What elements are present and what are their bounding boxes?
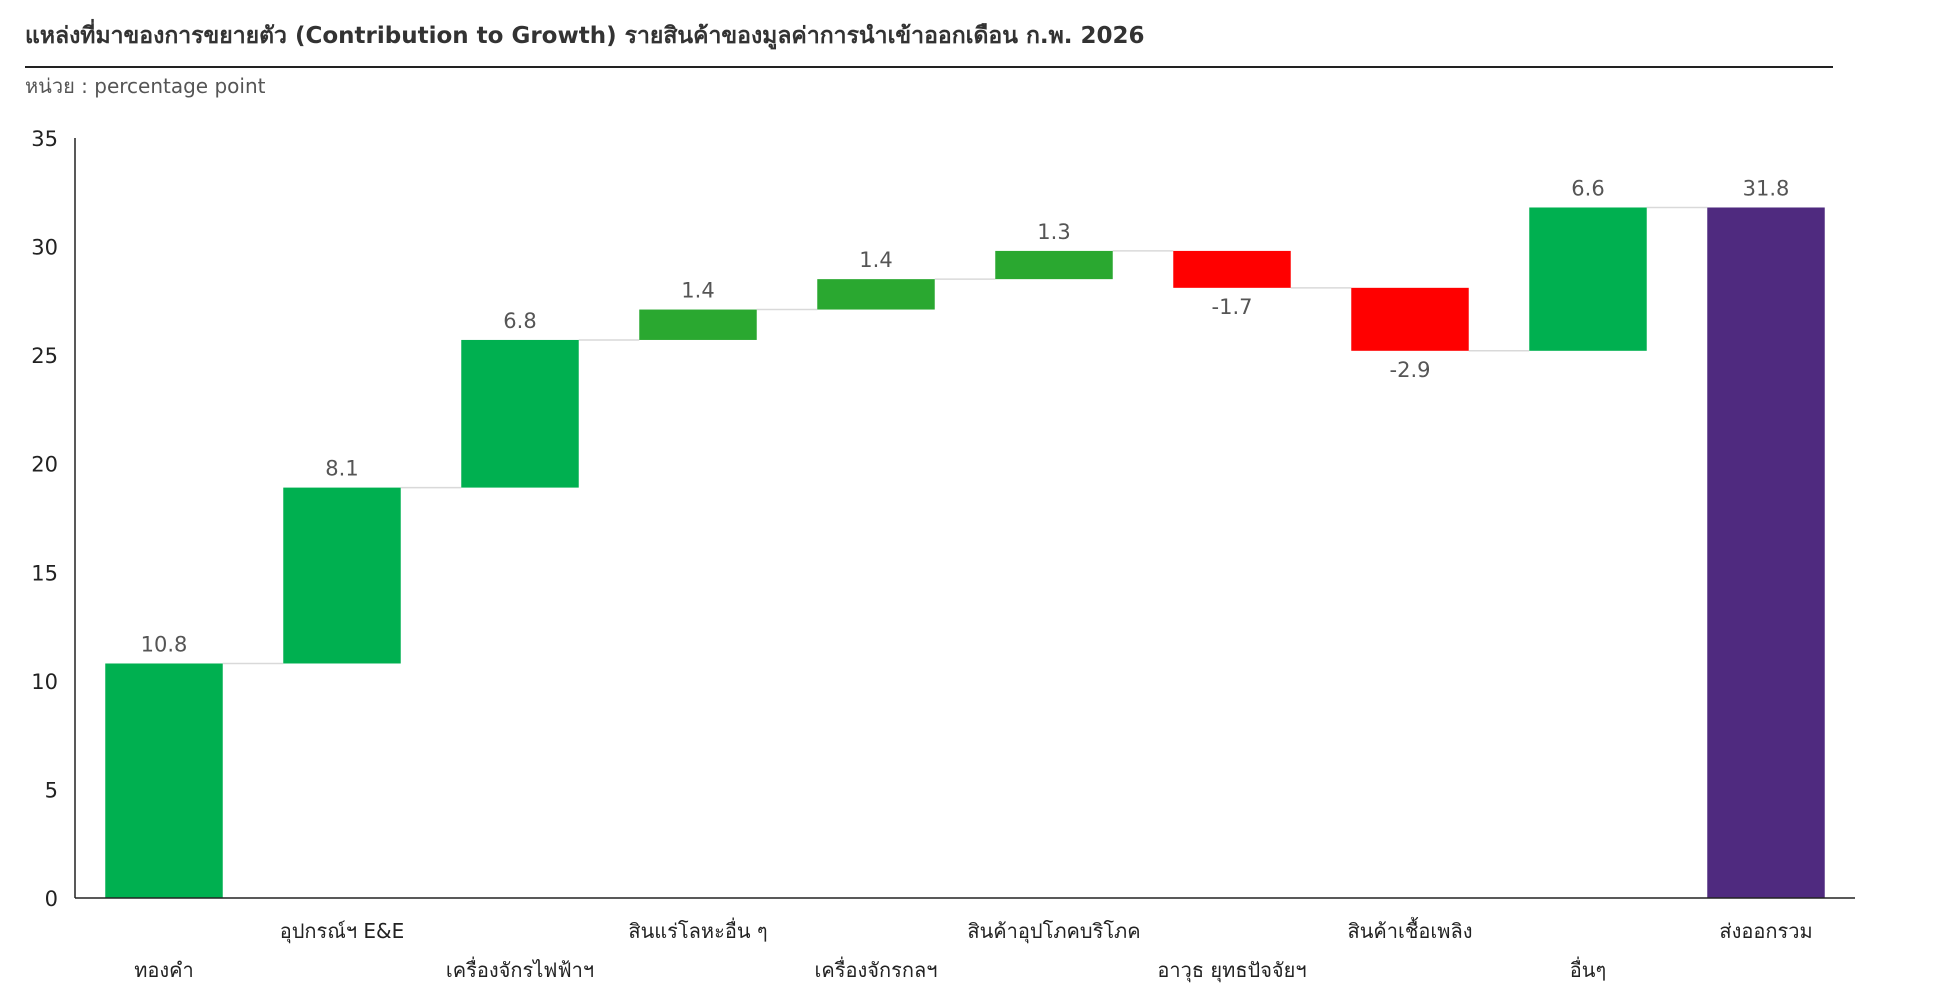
value-label-2: 8.1 [325,457,358,481]
bar-5 [817,279,935,310]
y-tick-label: 35 [31,127,58,151]
category-label-5: เครื่องจักรกลฯ [815,956,938,982]
category-label-8: สินค้าเชื้อเพลิง [1348,917,1473,943]
axes-group [74,138,1855,899]
unit-label: หน่วย : percentage point [25,74,266,98]
bar-2 [283,487,401,664]
category-label-6: สินค้าอุปโภคบริโภค [967,919,1140,944]
category-label-2: อุปกรณ์ฯ E&E [280,919,405,944]
bar-9 [1529,207,1647,351]
value-label-8: -2.9 [1390,358,1431,382]
value-label-7: -1.7 [1212,295,1253,319]
category-label-4: สินแร่โลหะอื่น ๆ [628,917,767,943]
value-label-4: 1.4 [681,279,714,303]
bar-6 [995,250,1113,280]
y-tick-label: 15 [31,561,58,585]
y-tick-label: 5 [45,778,58,802]
bar-4 [639,309,757,340]
category-label-7: อาวุธ ยุทธปัจจัยฯ [1157,958,1306,983]
category-label-10: ส่งออกรวม [1719,919,1812,943]
value-label-10: 31.8 [1743,176,1790,200]
bar-8 [1351,287,1469,351]
bar-7 [1173,250,1291,288]
y-tick-label: 20 [31,453,58,477]
value-label-3: 6.8 [503,309,536,333]
category-labels: ทองคำ อุปกรณ์ฯ E&E เครื่องจักรไฟฟ้าฯ สินแร่… [134,917,1812,983]
chart-title: แหล่งที่มาของการขยายตัว (Contribution to… [25,18,1833,68]
y-tick-label: 0 [45,887,58,911]
value-label-5: 1.4 [859,248,892,272]
category-label-1: ทองคำ [134,958,194,982]
value-labels-group: 10.8 8.1 6.8 1.4 1.4 1.3 -1.7 -2.9 6.6 31.8 [141,176,1790,656]
value-label-6: 1.3 [1037,220,1070,244]
bar-3 [461,339,579,488]
bar-1 [105,663,223,898]
y-tick-label: 30 [31,236,58,260]
category-label-9: อื่นๆ [1570,956,1606,982]
y-tick-label: 10 [31,670,58,694]
y-tick-label: 25 [31,344,58,368]
bars-group [105,207,1825,898]
value-label-9: 6.6 [1571,176,1604,200]
connector-lines [222,206,1708,665]
y-tick-labels: 0 5 10 15 20 25 30 35 [31,127,58,911]
value-label-1: 10.8 [141,632,188,656]
bar-10 [1707,207,1825,898]
category-label-3: เครื่องจักรไฟฟ้าฯ [446,956,594,982]
